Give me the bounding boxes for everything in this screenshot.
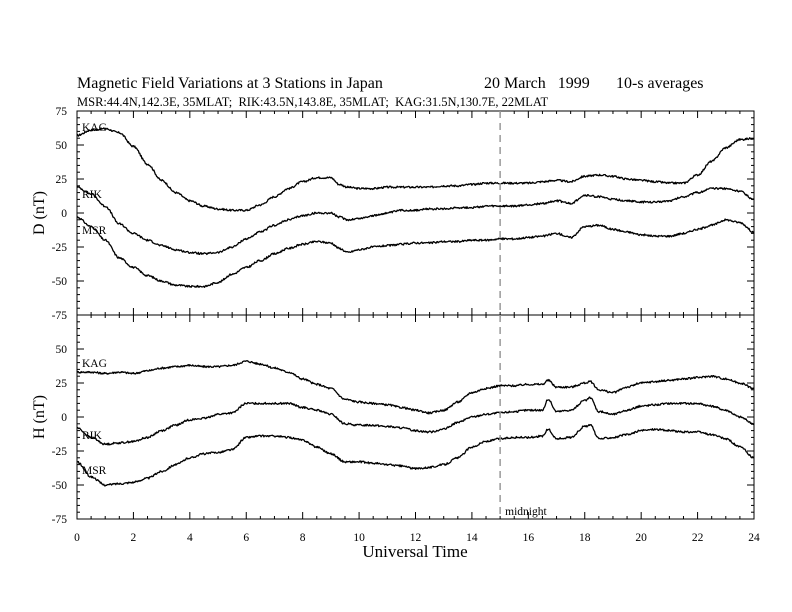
d-ytick-label: -25 [52, 242, 68, 254]
h-series-label-msr: MSR [82, 465, 107, 477]
h-ytick-label: 25 [56, 378, 68, 390]
x-tick-label: 14 [466, 532, 478, 544]
d-series-kag [76, 127, 755, 212]
d-ytick-label: -75 [52, 310, 68, 322]
d-series-rik [76, 186, 755, 256]
d-ytick-label: -50 [52, 276, 68, 288]
x-tick-label: 16 [523, 532, 535, 544]
d-ytick-label: 25 [56, 174, 68, 186]
x-tick-label: 10 [353, 532, 365, 544]
horizontal-panel: 50 25 0 -25 -50 -75 H (nT) KAG RIK MSR [31, 314, 755, 526]
x-tick-label: 20 [635, 532, 647, 544]
chart-date: 20 March 1999 [484, 75, 590, 92]
x-tick-label: 22 [692, 532, 704, 544]
h-ytick-label: -25 [52, 446, 68, 458]
d-series-label-rik: RIK [82, 189, 103, 201]
h-series-msr [76, 423, 755, 487]
x-axis-label: Universal Time [362, 542, 467, 561]
d-ytick-label: 50 [56, 140, 68, 152]
h-series-rik [76, 396, 755, 446]
x-tick-label: 24 [748, 532, 760, 544]
x-tick-label: 12 [410, 532, 422, 544]
x-tick-label: 2 [131, 532, 137, 544]
d-ytick-label: 75 [56, 106, 68, 118]
d-series-label-msr: MSR [82, 225, 107, 237]
x-tick-label: 6 [243, 532, 249, 544]
d-ytick-label: 0 [61, 208, 67, 220]
h-ytick-label: 50 [56, 344, 68, 356]
x-tick-label: 8 [300, 532, 306, 544]
x-axis: 0 2 4 6 8 10 12 14 16 18 20 22 24 [74, 532, 760, 544]
x-tick-label: 18 [579, 532, 591, 544]
d-series-label-kag: KAG [82, 122, 107, 134]
h-ytick-label: -75 [52, 514, 68, 526]
h-series-label-rik: RIK [82, 430, 103, 442]
h-panel-frame [76, 314, 755, 520]
x-tick-label: 0 [74, 532, 80, 544]
h-ytick-label: -50 [52, 480, 68, 492]
midnight-label: midnight [505, 506, 547, 518]
d-series-msr [76, 216, 755, 288]
h-series-label-kag: KAG [82, 358, 107, 370]
h-axis-label: H (nT) [31, 395, 48, 439]
chart-averaging: 10-s averages [616, 75, 704, 92]
chart-title: Magnetic Field Variations at 3 Stations … [77, 75, 383, 92]
h-series-kag [76, 360, 755, 415]
d-panel-frame [76, 110, 755, 316]
chart-subtitle: MSR:44.4N,142.3E, 35MLAT; RIK:43.5N,143.… [77, 95, 549, 109]
declination-panel: 75 50 25 0 -25 -50 -75 D (nT) KAG RIK MSR [31, 106, 755, 322]
x-tick-label: 4 [187, 532, 193, 544]
h-ytick-label: 0 [61, 412, 67, 424]
d-axis-label: D (nT) [31, 191, 48, 235]
